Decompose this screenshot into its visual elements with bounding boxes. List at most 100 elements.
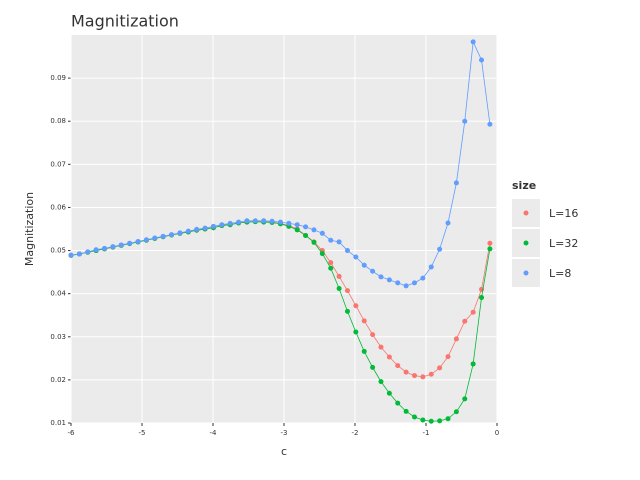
point bbox=[403, 408, 409, 414]
point bbox=[437, 246, 443, 252]
point bbox=[194, 226, 200, 232]
point bbox=[269, 218, 275, 224]
x-tick-label: -5 bbox=[139, 429, 146, 437]
point bbox=[277, 219, 283, 225]
point bbox=[420, 374, 426, 380]
point bbox=[361, 318, 367, 324]
point bbox=[445, 220, 451, 226]
point bbox=[311, 239, 317, 245]
legend-label: L=16 bbox=[549, 207, 578, 220]
point bbox=[319, 230, 325, 236]
point bbox=[244, 218, 250, 224]
point bbox=[185, 228, 191, 234]
point bbox=[303, 232, 309, 238]
point bbox=[470, 361, 476, 367]
x-axis-label: c bbox=[281, 445, 287, 458]
point bbox=[395, 280, 401, 286]
point bbox=[353, 254, 359, 260]
point bbox=[328, 237, 334, 243]
point bbox=[370, 268, 376, 274]
y-tick-label: 0.08 bbox=[50, 117, 66, 125]
point bbox=[219, 222, 225, 228]
point bbox=[85, 249, 91, 255]
point bbox=[353, 303, 359, 309]
y-tick-label: 0.09 bbox=[50, 74, 66, 82]
point bbox=[236, 219, 242, 225]
point bbox=[353, 329, 359, 335]
legend-point bbox=[523, 210, 529, 216]
y-tick-label: 0.02 bbox=[50, 376, 66, 384]
point bbox=[487, 121, 493, 127]
point bbox=[445, 416, 451, 422]
point bbox=[76, 251, 82, 257]
point bbox=[453, 409, 459, 415]
y-tick-label: 0.07 bbox=[50, 160, 66, 168]
point bbox=[428, 418, 434, 424]
point bbox=[294, 227, 300, 233]
x-tick-label: -3 bbox=[281, 429, 288, 437]
legend-point bbox=[523, 240, 529, 246]
point bbox=[336, 285, 342, 291]
x-tick-label: -1 bbox=[423, 429, 430, 437]
y-tick-label: 0.05 bbox=[50, 247, 66, 255]
point bbox=[152, 235, 158, 241]
point bbox=[420, 275, 426, 281]
point bbox=[370, 364, 376, 370]
point bbox=[378, 344, 384, 350]
point bbox=[411, 414, 417, 420]
point bbox=[169, 232, 175, 238]
point bbox=[386, 354, 392, 360]
point bbox=[143, 237, 149, 243]
point bbox=[411, 280, 417, 286]
point bbox=[118, 242, 124, 248]
point bbox=[470, 39, 476, 45]
point bbox=[328, 260, 334, 266]
point bbox=[453, 180, 459, 186]
point bbox=[160, 233, 166, 239]
point bbox=[361, 348, 367, 354]
point bbox=[336, 273, 342, 279]
point bbox=[428, 264, 434, 270]
y-tick-label: 0.04 bbox=[50, 290, 66, 298]
point bbox=[470, 309, 476, 315]
x-tick-label: -6 bbox=[68, 429, 76, 437]
point bbox=[261, 218, 267, 224]
point bbox=[428, 371, 434, 377]
point bbox=[68, 252, 74, 258]
legend-title: size bbox=[512, 179, 536, 192]
point bbox=[344, 308, 350, 314]
point bbox=[202, 225, 208, 231]
point bbox=[328, 265, 334, 271]
point bbox=[311, 227, 317, 233]
point bbox=[303, 224, 309, 230]
point bbox=[411, 373, 417, 379]
point bbox=[127, 240, 133, 246]
x-tick-label: 0 bbox=[495, 429, 499, 437]
point bbox=[479, 57, 485, 63]
legend-label: L=32 bbox=[549, 237, 578, 250]
point bbox=[378, 379, 384, 385]
point bbox=[177, 230, 183, 236]
point bbox=[227, 220, 233, 226]
point bbox=[479, 295, 485, 301]
point bbox=[395, 400, 401, 406]
point bbox=[395, 363, 401, 369]
point bbox=[420, 417, 426, 423]
point bbox=[210, 223, 216, 229]
point bbox=[102, 245, 108, 251]
point bbox=[361, 262, 367, 268]
legend-point bbox=[523, 270, 529, 276]
x-tick-label: -4 bbox=[210, 429, 218, 437]
point bbox=[445, 354, 451, 360]
point bbox=[437, 418, 443, 424]
point bbox=[93, 247, 99, 253]
point bbox=[344, 288, 350, 294]
legend-label: L=8 bbox=[549, 267, 571, 280]
point bbox=[378, 274, 384, 280]
point bbox=[336, 239, 342, 245]
point bbox=[462, 318, 468, 324]
point bbox=[294, 222, 300, 228]
y-axis-label: Magnitization bbox=[23, 192, 36, 266]
point bbox=[403, 283, 409, 289]
point bbox=[487, 240, 493, 246]
